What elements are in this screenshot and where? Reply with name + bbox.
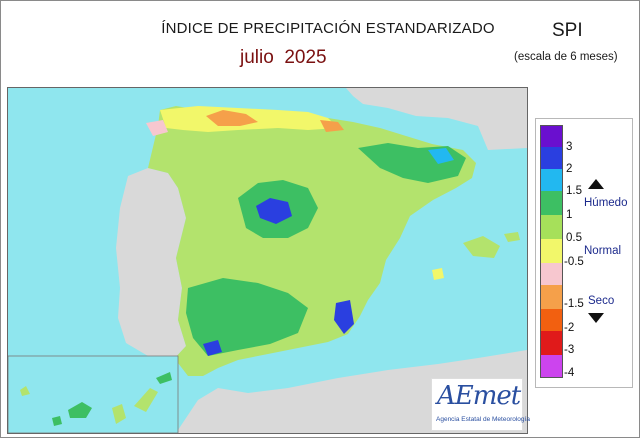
asturias-dry-patch	[206, 110, 258, 126]
legend-swatch-n3ton4	[540, 331, 563, 355]
gran-canaria	[112, 404, 126, 424]
category-dry: Seco	[588, 295, 615, 307]
legend-tick: 0.5	[566, 232, 582, 244]
galicia-dry-patch	[146, 120, 168, 136]
france	[346, 88, 527, 150]
legend-swatch-n1.5ton2	[540, 285, 563, 309]
granada-wet-core	[334, 300, 354, 334]
logo-wordmark: AEmet	[437, 381, 521, 411]
mallorca	[463, 236, 500, 258]
cadiz-wet-core	[203, 340, 222, 356]
scale-note: (escala de 6 meses)	[514, 51, 618, 63]
ibiza	[432, 268, 444, 280]
legend-swatch-gt3	[540, 125, 563, 148]
legend-tick: 3	[566, 141, 573, 153]
legend-tick: 1	[566, 209, 573, 221]
catalonia-wet-patch	[428, 148, 454, 164]
map-svg	[8, 88, 527, 433]
category-normal: Normal	[584, 245, 622, 257]
wet-arrow-icon	[588, 179, 604, 189]
legend: 3 2 1.5 1 0.5 -0.5 -1.5 -2 -3 -4 Húmedo …	[535, 118, 633, 388]
index-name: SPI	[552, 20, 583, 41]
spi-map	[7, 87, 528, 434]
legend-swatch-2to3	[540, 147, 563, 169]
legend-swatch-1to1.5	[540, 191, 563, 215]
basque-dry-patch	[320, 120, 344, 132]
legend-swatch-n0.5ton1.5	[540, 263, 563, 285]
portugal	[116, 168, 186, 360]
legend-tick: 1.5	[566, 185, 582, 197]
legend-swatch-1.5to2	[540, 169, 563, 191]
legend-tick: -4	[564, 367, 575, 379]
legend-tick: -1.5	[564, 298, 584, 310]
tenerife	[68, 402, 92, 418]
period-label: julio 2025	[240, 47, 327, 68]
legend-swatch-0.5to1	[540, 215, 563, 239]
aemet-logo: AEmet Agencia Estatal de Meteorología	[431, 378, 530, 431]
legend-swatch-ltn4	[540, 355, 563, 378]
logo-subtitle: Agencia Estatal de Meteorología	[436, 416, 530, 423]
south-wet-zone	[186, 278, 308, 356]
fuerteventura	[134, 388, 158, 412]
legend-tick: -3	[564, 344, 575, 356]
la-palma	[20, 386, 30, 396]
legend-swatch-n2ton3	[540, 309, 563, 331]
legend-tick: -2	[564, 322, 575, 334]
category-wet: Húmedo	[584, 197, 628, 209]
dry-arrow-icon	[588, 313, 604, 323]
lanzarote	[156, 372, 172, 384]
la-gomera	[52, 416, 62, 426]
legend-swatch-normal	[540, 239, 563, 263]
madrid-wet-core	[256, 198, 292, 224]
legend-tick: 2	[566, 163, 573, 175]
menorca	[504, 232, 520, 242]
page-title: ÍNDICE DE PRECIPITACIÓN ESTANDARIZADO	[161, 20, 495, 37]
legend-tick: -0.5	[564, 256, 584, 268]
